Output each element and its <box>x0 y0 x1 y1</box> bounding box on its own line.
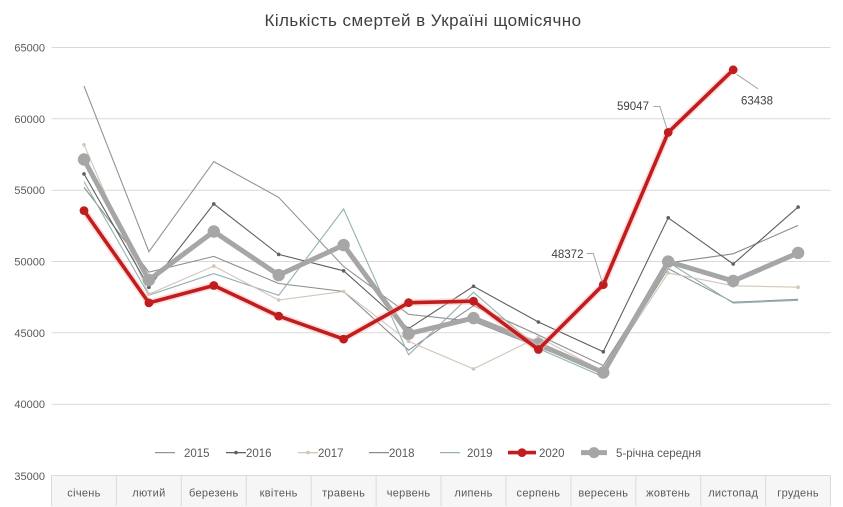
svg-text:Кількість смертей в Україні що: Кількість смертей в Україні щомісячно <box>264 11 581 30</box>
svg-text:квітень: квітень <box>260 488 298 500</box>
svg-text:2015: 2015 <box>184 448 210 460</box>
svg-text:липень: липень <box>454 488 492 500</box>
svg-text:листопад: листопад <box>708 488 758 500</box>
svg-text:50000: 50000 <box>14 257 45 269</box>
svg-text:35000: 35000 <box>14 471 45 483</box>
svg-text:грудень: грудень <box>777 488 819 500</box>
svg-text:65000: 65000 <box>14 43 45 55</box>
svg-text:48372: 48372 <box>552 249 584 261</box>
svg-text:55000: 55000 <box>14 185 45 197</box>
svg-text:лютий: лютий <box>132 488 165 500</box>
svg-text:2018: 2018 <box>389 448 415 460</box>
svg-text:2019: 2019 <box>467 448 493 460</box>
svg-text:63438: 63438 <box>741 96 773 108</box>
svg-text:березень: березень <box>189 488 239 500</box>
svg-text:60000: 60000 <box>14 114 45 126</box>
svg-text:травень: травень <box>322 488 365 500</box>
svg-text:2020: 2020 <box>539 448 565 460</box>
svg-text:січень: січень <box>67 488 100 500</box>
svg-text:серпень: серпень <box>517 488 561 500</box>
svg-text:вересень: вересень <box>578 488 628 500</box>
svg-text:5-річна середня: 5-річна середня <box>616 448 701 460</box>
svg-text:59047: 59047 <box>617 101 649 113</box>
svg-text:2016: 2016 <box>246 448 272 460</box>
svg-text:2017: 2017 <box>318 448 344 460</box>
svg-text:45000: 45000 <box>14 328 45 340</box>
svg-text:жовтень: жовтень <box>646 488 690 500</box>
svg-text:червень: червень <box>387 488 431 500</box>
svg-text:40000: 40000 <box>14 399 45 411</box>
